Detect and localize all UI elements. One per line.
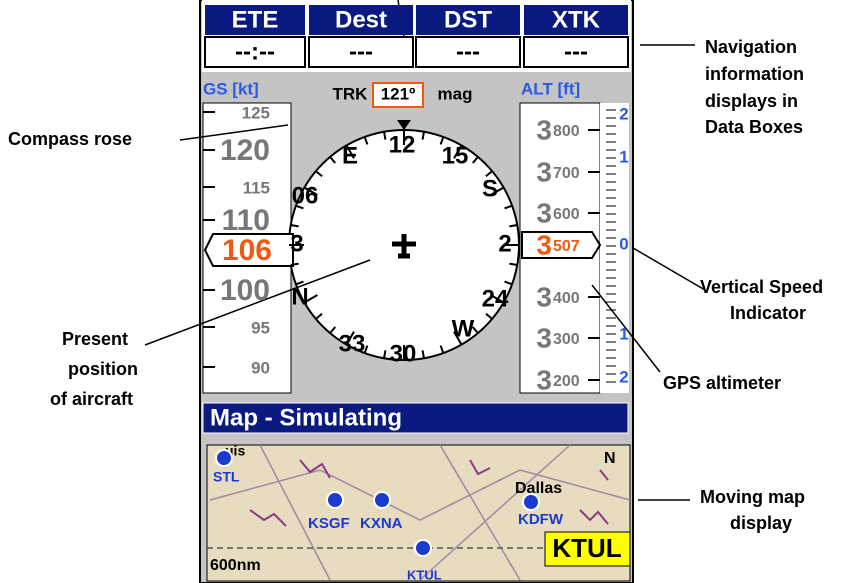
altitude-big-digit: 3 <box>536 322 552 353</box>
compass-tick <box>384 132 385 140</box>
map-label: KXNA <box>360 515 403 532</box>
speed-tape-title: GS [kt] <box>203 79 259 98</box>
compass-tick <box>384 350 385 358</box>
callout-text: Compass rose <box>8 129 132 149</box>
altitude-small-digits: 800 <box>553 123 580 140</box>
speed-label: 95 <box>251 318 270 337</box>
altitude-small-digits: 600 <box>553 206 580 223</box>
data-box-label: ETE <box>232 6 279 33</box>
waypoint-label: KTUL <box>552 533 621 563</box>
altitude-big-digit: 3 <box>536 156 552 187</box>
vsi-label: 2 <box>619 104 628 123</box>
compass-tick <box>291 264 299 265</box>
current-speed: 106 <box>222 234 272 267</box>
airport-icon <box>374 492 390 508</box>
map-label: KSGF <box>308 515 350 532</box>
compass-label: N <box>291 283 308 310</box>
speed-label: 125 <box>242 103 270 122</box>
compass-tick <box>423 350 424 358</box>
data-box-text: --- <box>349 38 373 65</box>
data-box-text: --:-- <box>235 38 275 65</box>
current-altitude-big: 3 <box>536 229 552 260</box>
data-box-text: --- <box>456 38 480 65</box>
altitude-big-digit: 3 <box>536 364 552 395</box>
compass-label: 33 <box>339 330 366 357</box>
altitude-small-digits: 300 <box>553 331 580 348</box>
vsi-label: 2 <box>619 367 628 386</box>
speed-label: 110 <box>222 204 270 237</box>
speed-label: 120 <box>220 134 270 167</box>
compass-label: S <box>482 175 498 202</box>
compass-label: 30 <box>390 340 417 367</box>
airport-icon <box>415 540 431 556</box>
compass-label: W <box>452 315 475 342</box>
compass-tick <box>423 132 424 140</box>
compass-label: E <box>342 142 358 169</box>
callout-text: of aircraft <box>50 389 133 409</box>
figure: ETE--:--Dest---DST---XTK---GS [kt]125120… <box>0 0 868 583</box>
speed-label: 90 <box>251 358 270 377</box>
track-unit: mag <box>438 84 473 103</box>
map-title: Map - Simulating <box>210 404 402 431</box>
callout-text: displays in <box>705 91 798 111</box>
altitude-big-digit: 3 <box>536 114 552 145</box>
speed-label: 115 <box>243 178 270 197</box>
compass-label: 3 <box>290 230 303 257</box>
callout-text: Present <box>62 329 128 349</box>
map-label: N <box>604 450 616 467</box>
compass-label: 15 <box>442 142 469 169</box>
callout-text: Moving map <box>700 487 805 507</box>
map-label: STL <box>213 469 240 485</box>
compass-tick <box>509 225 517 226</box>
callout-text: display <box>730 513 792 533</box>
compass-tick <box>291 225 299 226</box>
altitude-small-digits: 700 <box>553 165 580 182</box>
callout-text: Navigation <box>705 37 797 57</box>
airport-icon <box>327 492 343 508</box>
callout-text: GPS altimeter <box>663 373 781 393</box>
data-box-text: --- <box>564 38 588 65</box>
altitude-tape-title: ALT [ft] <box>521 79 580 98</box>
callout-text: Indicator <box>730 303 806 323</box>
map-label: Dallas <box>515 480 562 497</box>
data-box-label: DST <box>444 6 492 33</box>
compass-tick <box>509 264 517 265</box>
speed-label: 100 <box>220 274 270 307</box>
callout-text: Data Boxes <box>705 117 803 137</box>
map-label: 600nm <box>210 557 261 574</box>
airport-icon <box>523 494 539 510</box>
compass-label: 06 <box>292 182 319 209</box>
altitude-small-digits: 400 <box>553 290 580 307</box>
current-altitude-small: 507 <box>553 238 580 255</box>
vsi-label: 1 <box>619 147 628 166</box>
vsi-label: 1 <box>619 324 628 343</box>
data-box-label: XTK <box>552 6 601 33</box>
callout-text: information <box>705 64 804 84</box>
map-label: KTUL <box>407 567 442 582</box>
airport-icon <box>216 450 232 466</box>
compass-label: 2 <box>498 230 511 257</box>
callout-text: Vertical Speed <box>700 277 823 297</box>
altitude-small-digits: 200 <box>553 373 580 390</box>
compass-label: 24 <box>482 285 509 312</box>
track-label: TRK <box>333 84 369 103</box>
callout-text: position <box>68 359 138 379</box>
altitude-big-digit: 3 <box>536 281 552 312</box>
compass-label: 12 <box>389 131 416 158</box>
map-label: KDFW <box>518 511 564 528</box>
altitude-big-digit: 3 <box>536 197 552 228</box>
vsi-label: 0 <box>619 234 628 253</box>
track-value: 121º <box>381 84 416 103</box>
data-box-label: Dest <box>335 6 387 33</box>
